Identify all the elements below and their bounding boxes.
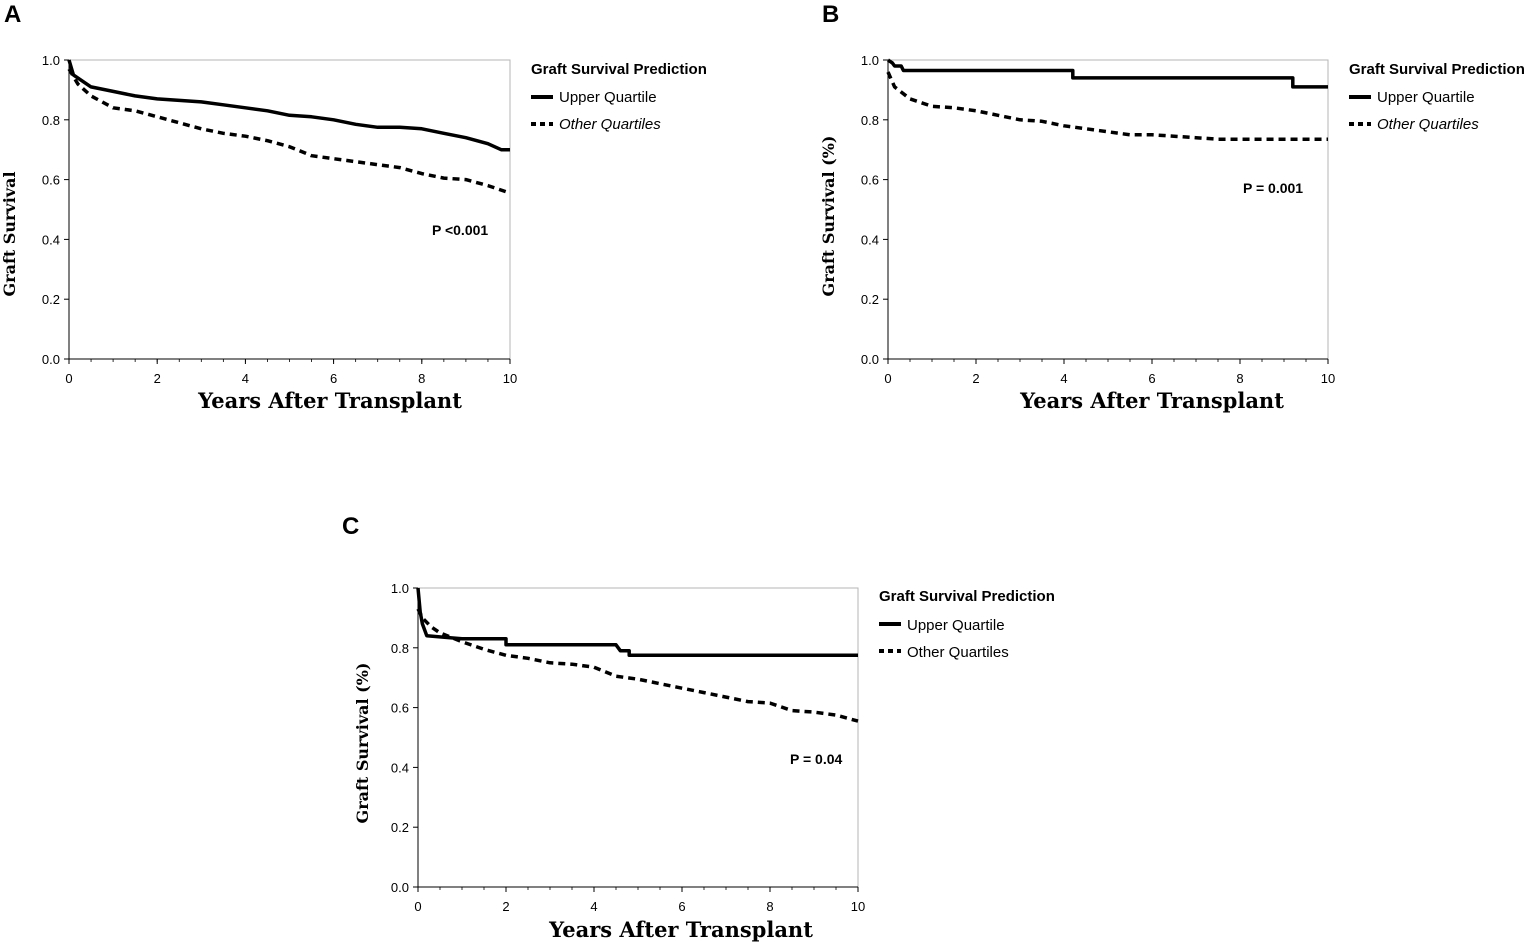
series-line-b-upper-quartile [887, 58, 1328, 89]
y-tick-label-a-2: 0.4 [42, 232, 60, 247]
panel-label-a: A [4, 1, 21, 28]
x-tick-label-a-3: 6 [330, 371, 337, 386]
y-tick-label-c-0: 0.0 [391, 880, 409, 895]
series-group-c [416, 587, 859, 723]
panel-label-c: C [342, 513, 359, 540]
x-tick-label-b-3: 6 [1148, 371, 1155, 386]
x-tick-label-a-4: 8 [418, 371, 425, 386]
series-line-a-upper-quartile [67, 59, 510, 152]
y-tick-label-c-4: 0.8 [391, 641, 409, 656]
ticks-a: 0 2 4 6 8 10 0.0 0.2 0.4 0.6 0.8 1.0 [42, 53, 517, 386]
y-axis-title-a: Graft Survival [0, 171, 19, 296]
legend-label-upper-b: Upper Quartile [1377, 89, 1475, 106]
y-tick-label-b-5: 1.0 [861, 53, 879, 68]
legend-title-b: Graft Survival Prediction [1349, 61, 1525, 78]
legend-title-a: Graft Survival Prediction [531, 61, 707, 78]
series-line-c-other-quartiles [416, 608, 859, 723]
y-tick-label-a-3: 0.6 [42, 173, 60, 188]
series-line-c-upper-quartile [416, 587, 858, 658]
series-group-a [67, 59, 511, 195]
x-axis-title-a: Years After Transplant [197, 388, 462, 413]
x-tick-label-a-0: 0 [65, 371, 72, 386]
x-tick-label-c-1: 2 [502, 899, 509, 914]
x-tick-label-c-2: 4 [590, 899, 597, 914]
p-value-b: P = 0.001 [1243, 180, 1303, 196]
legend-label-upper-a: Upper Quartile [559, 89, 657, 106]
y-tick-label-b-2: 0.4 [861, 232, 879, 247]
x-tick-label-c-0: 0 [414, 899, 421, 914]
ticks-c: 0 2 4 6 8 10 0.0 0.2 0.4 0.6 0.8 1.0 [391, 581, 865, 914]
plot-frame-b [887, 59, 1329, 360]
legend-label-upper-c: Upper Quartile [907, 617, 1005, 634]
y-tick-label-b-0: 0.0 [861, 352, 879, 367]
legend-label-other-c: Other Quartiles [907, 644, 1009, 661]
panel-c: C 0 2 4 6 8 10 0.0 0.2 0.4 0.6 0.8 1.0 Years After … [342, 513, 1055, 942]
series-group-b [886, 58, 1328, 141]
x-tick-label-c-3: 6 [678, 899, 685, 914]
x-tick-label-c-4: 8 [766, 899, 773, 914]
x-tick-label-c-5: 10 [851, 899, 865, 914]
x-tick-label-a-1: 2 [154, 371, 161, 386]
ticks-b: 0 2 4 6 8 10 0.0 0.2 0.4 0.6 0.8 1.0 [861, 53, 1335, 386]
x-tick-label-a-5: 10 [503, 371, 517, 386]
y-tick-label-a-5: 1.0 [42, 53, 60, 68]
plot-frame-a [68, 59, 511, 360]
x-tick-label-a-2: 4 [242, 371, 249, 386]
panel-b: B 0 2 4 6 8 10 0.0 0.2 0.4 0.6 0.8 1.0 Years After … [819, 1, 1525, 413]
x-tick-label-b-2: 4 [1060, 371, 1067, 386]
y-tick-label-b-3: 0.6 [861, 173, 879, 188]
p-value-c: P = 0.04 [790, 751, 843, 767]
y-tick-label-b-1: 0.2 [861, 292, 879, 307]
x-tick-label-b-5: 10 [1321, 371, 1335, 386]
legend-label-other-b: Other Quartiles [1377, 116, 1479, 133]
y-tick-label-c-3: 0.6 [391, 701, 409, 716]
y-tick-label-a-1: 0.2 [42, 292, 60, 307]
legend-label-other-a: Other Quartiles [559, 116, 661, 133]
x-tick-label-b-4: 8 [1236, 371, 1243, 386]
legend-title-c: Graft Survival Prediction [879, 588, 1055, 605]
x-tick-label-b-1: 2 [972, 371, 979, 386]
p-value-a: P <0.001 [432, 222, 488, 238]
x-tick-label-b-0: 0 [884, 371, 891, 386]
plot-frame-c [417, 587, 859, 888]
series-line-a-other-quartiles [67, 68, 511, 195]
y-axis-title-b: Graft Survival (%) [819, 136, 838, 297]
y-tick-label-b-4: 0.8 [861, 113, 879, 128]
x-axis-title-c: Years After Transplant [548, 917, 813, 942]
y-tick-label-c-1: 0.2 [391, 820, 409, 835]
y-tick-label-c-5: 1.0 [391, 581, 409, 596]
y-axis-title-c: Graft Survival (%) [353, 663, 372, 824]
y-tick-label-a-0: 0.0 [42, 352, 60, 367]
series-line-b-other-quartiles [886, 71, 1328, 141]
panel-label-b: B [822, 1, 839, 28]
y-tick-label-a-4: 0.8 [42, 113, 60, 128]
y-tick-label-c-2: 0.4 [391, 760, 409, 775]
x-axis-title-b: Years After Transplant [1019, 388, 1284, 413]
panel-a: A 0 2 4 6 8 10 0.0 0.2 0.4 0.6 0.8 1.0 Years After … [0, 1, 707, 413]
